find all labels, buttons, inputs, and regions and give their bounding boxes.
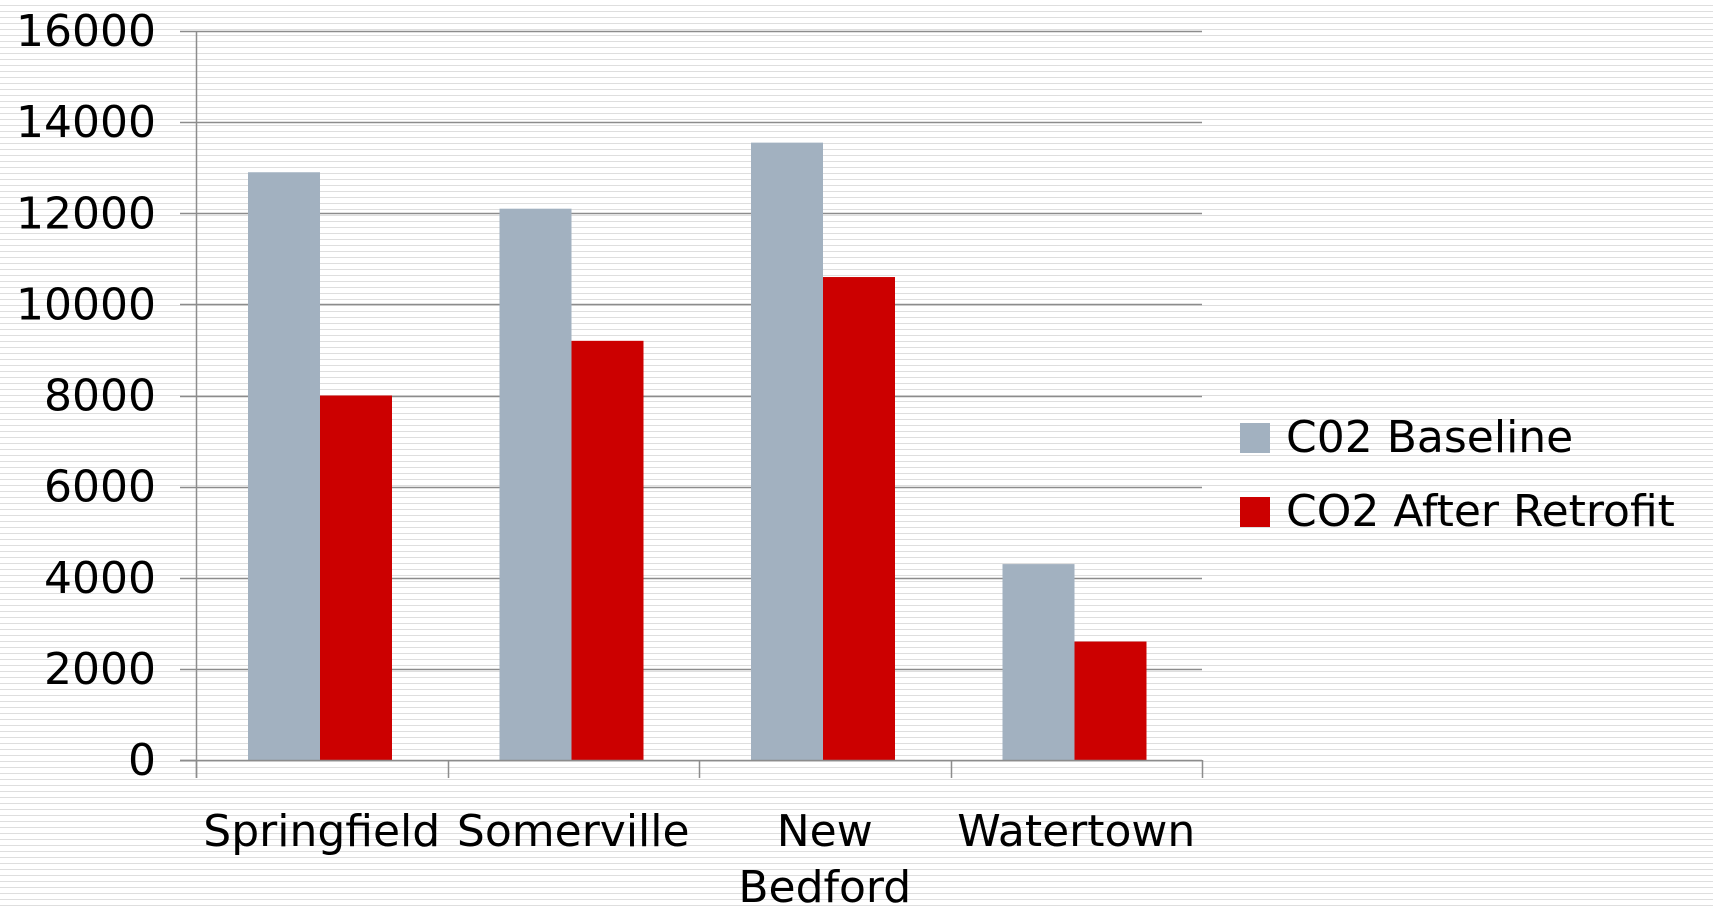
y-tick-label-10000: 10000 [16,279,156,330]
bar-after-retrofit-somerville [571,340,644,760]
bar-after-retrofit-springfield [320,395,392,760]
legend-label-baseline: C02 Baseline [1286,412,1574,463]
x-category-label-new-bedford: New Bedford [738,806,911,911]
bar-after-retrofit-watertown [1074,641,1147,760]
legend: C02 Baseline CO2 After Retrofit [1240,412,1675,560]
bar-baseline-new-bedford [751,142,823,761]
y-tick-label-16000: 16000 [16,6,156,57]
legend-label-after-retrofit: CO2 After Retrofit [1286,486,1675,537]
bar-baseline-springfield [248,172,320,760]
legend-item-baseline: C02 Baseline [1240,412,1675,464]
bar-after-retrofit-new-bedford [823,277,895,760]
y-tick-label-14000: 14000 [16,97,156,148]
x-category-label-springfield: Springfield [203,806,440,857]
legend-swatch-baseline [1240,423,1270,453]
bar-baseline-watertown [1002,564,1075,760]
axes [180,30,1204,778]
x-category-label-watertown: Watertown [957,806,1195,857]
bars [248,142,1147,761]
legend-item-after-retrofit: CO2 After Retrofit [1240,486,1675,538]
y-tick-labels: 0 2000 4000 6000 8000 10000 12000 14000 16000 [16,6,156,786]
y-tick-label-0: 0 [128,735,156,786]
x-category-labels: Springfield Somerville New Bedford Watertown [203,806,1195,911]
y-tick-label-12000: 12000 [16,188,156,239]
y-tick-label-4000: 4000 [44,553,156,604]
y-tick-label-2000: 2000 [44,644,156,695]
x-category-label-somerville: Somerville [457,806,690,857]
bar-baseline-somerville [499,208,572,761]
y-tick-label-6000: 6000 [44,462,156,513]
y-tick-label-8000: 8000 [44,371,156,422]
legend-swatch-after-retrofit [1240,497,1270,527]
